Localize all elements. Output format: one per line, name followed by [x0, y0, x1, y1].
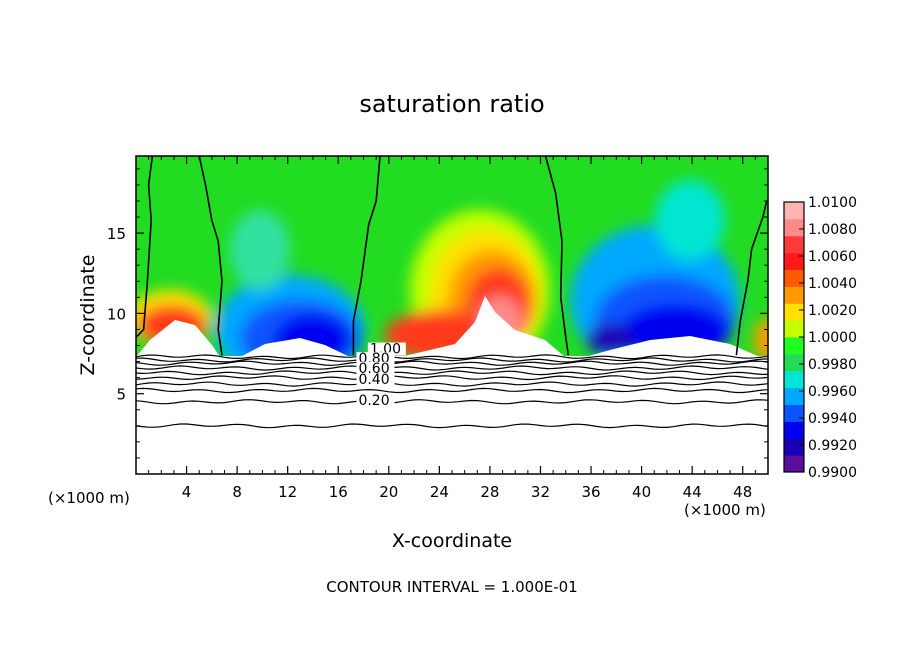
y-axis-ticks: 5 10 15 — [107, 168, 768, 459]
colorbar-swatch — [784, 235, 804, 254]
colorbar-label: 1.0080 — [808, 222, 857, 238]
y-tick-label: 10 — [107, 305, 126, 323]
colorbar-label: 0.9920 — [808, 438, 857, 454]
contour-line — [136, 381, 768, 387]
colorbar-swatch — [784, 320, 804, 338]
x-tick-label: 20 — [379, 483, 398, 501]
colorbar: 0.9900 0.9920 0.9940 0.9960 0.9980 1.0000 1.00… — [783, 195, 857, 481]
contour-label: 0.40 — [358, 372, 389, 388]
colorbar-swatch — [784, 421, 804, 439]
colorbar-label: 1.0040 — [808, 276, 857, 292]
colorbar-swatch — [784, 303, 804, 321]
colorbar-label: 1.0060 — [808, 249, 857, 265]
colorbar-swatch — [784, 286, 804, 304]
contour-line — [136, 387, 768, 394]
contour-line — [136, 399, 768, 405]
boundary-line — [544, 156, 570, 356]
x-tick-label: 32 — [531, 483, 550, 501]
boundary-line — [735, 200, 768, 356]
contour-label: 0.20 — [358, 393, 389, 409]
contour-line — [136, 354, 768, 360]
colorbar-swatch — [784, 438, 804, 456]
x-unit-right: (×1000 m) — [684, 501, 766, 519]
contour-line — [136, 365, 768, 371]
contour-line — [136, 423, 768, 429]
colorbar-swatch — [784, 387, 804, 405]
x-tick-label: 28 — [480, 483, 499, 501]
x-unit-left: (×1000 m) — [48, 489, 130, 507]
saturation-field — [136, 156, 768, 356]
contour-line — [136, 357, 768, 363]
contour-label-bg — [356, 361, 395, 375]
contour-lines — [136, 354, 768, 429]
contour-label-bg — [356, 393, 395, 407]
x-tick-label: 8 — [232, 483, 242, 501]
contour-labels: 1.000.800.600.400.20 — [356, 342, 406, 409]
boundary-line — [352, 156, 381, 356]
contour-line — [136, 375, 768, 381]
colorbar-swatch — [784, 455, 804, 473]
x-axis-label: X-coordinate — [392, 530, 512, 552]
colorbar-swatch — [784, 370, 804, 389]
x-tick-label: 36 — [581, 483, 600, 501]
colorbar-swatch — [784, 353, 804, 372]
x-tick-label: 12 — [278, 483, 297, 501]
x-tick-label: 40 — [632, 483, 651, 501]
chart-title: saturation ratio — [359, 90, 544, 118]
x-tick-label: 44 — [683, 483, 702, 501]
colorbar-label: 0.9940 — [808, 411, 857, 427]
colorbar-swatch — [784, 337, 804, 355]
contour-line — [136, 370, 768, 376]
supersaturation-boundaries — [136, 156, 768, 356]
contour-label: 0.60 — [358, 361, 389, 377]
colorbar-label: 1.0000 — [808, 330, 857, 346]
colorbar-label: 0.9980 — [808, 357, 857, 373]
y-tick-label: 15 — [107, 225, 126, 243]
y-axis-label: Z-coordinate — [77, 255, 99, 376]
x-tick-label: 24 — [430, 483, 449, 501]
x-tick-label: 16 — [329, 483, 348, 501]
colorbar-swatch — [784, 269, 804, 287]
colorbar-swatch — [784, 404, 804, 422]
boundary-line — [136, 156, 154, 339]
contour-label-bg — [356, 373, 395, 387]
x-tick-label: 48 — [733, 483, 752, 501]
contour-line — [136, 360, 768, 366]
colorbar-swatch — [784, 218, 804, 237]
contour-interval-note: CONTOUR INTERVAL = 1.000E-01 — [326, 578, 577, 596]
colorbar-label: 1.0100 — [808, 195, 857, 211]
boundary-line — [198, 156, 223, 356]
colorbar-swatch — [784, 252, 804, 270]
y-tick-label: 5 — [116, 386, 126, 404]
colorbar-label: 0.9960 — [808, 384, 857, 400]
colorbar-label: 1.0020 — [808, 303, 857, 319]
colorbar-swatch — [784, 202, 804, 220]
colorbar-label: 0.9900 — [808, 465, 857, 481]
x-tick-label: 4 — [182, 483, 192, 501]
x-axis-ticks: 4 8 12 16 20 24 28 32 36 40 44 48 — [148, 156, 756, 501]
